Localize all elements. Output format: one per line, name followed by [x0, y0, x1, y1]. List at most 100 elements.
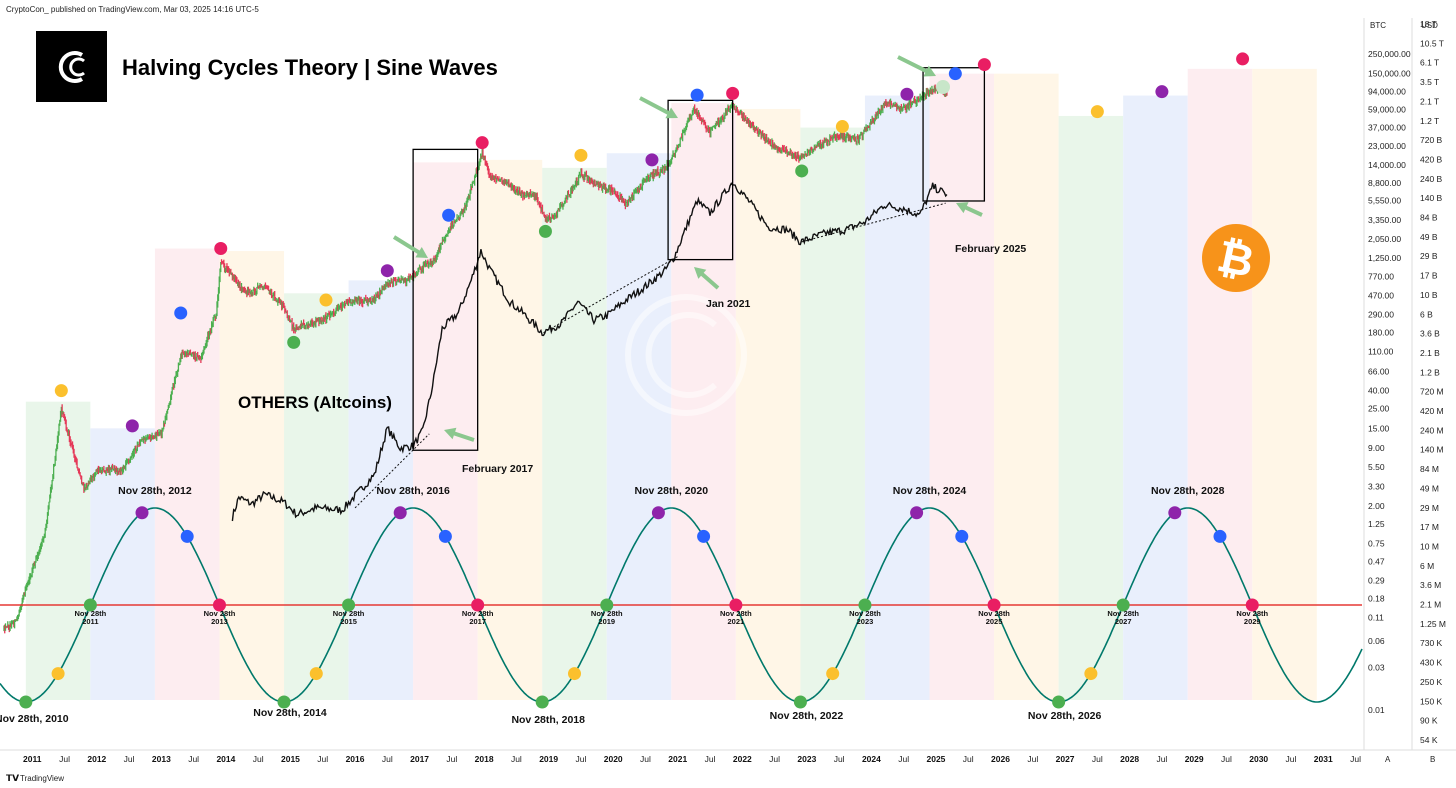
- usd-axis-tick: 420 B: [1420, 154, 1443, 164]
- usd-axis-tick: 17 B: [1420, 271, 1438, 281]
- arrow-icon: [956, 202, 983, 217]
- sine-marker: [51, 667, 65, 681]
- cycle-band: [154, 248, 220, 701]
- price-marker-green: [538, 224, 552, 238]
- zero-cross-label: Nov 28th: [978, 609, 1010, 618]
- x-axis-tick: 2030: [1249, 754, 1268, 764]
- x-axis-tick: 2024: [862, 754, 881, 764]
- btc-axis-tick: 110.00: [1368, 347, 1394, 357]
- usd-axis-label: USD: [1421, 21, 1438, 30]
- sine-cross-marker: [729, 598, 743, 612]
- cycle-band: [477, 159, 543, 701]
- sine-peak-label: Nov 28th, 2016: [376, 485, 450, 497]
- x-axis-tick: 2019: [539, 754, 558, 764]
- price-marker-yellow: [319, 293, 333, 307]
- x-axis-tick: 2015: [281, 754, 300, 764]
- usd-axis-tick: 49 M: [1420, 483, 1439, 493]
- btc-axis-tick: 2,050.00: [1368, 234, 1401, 244]
- usd-axis-tick: 18 T: [1420, 19, 1437, 29]
- sine-wave-layer: [0, 507, 1363, 703]
- zero-cross-label: 2021: [728, 617, 745, 626]
- price-marker-yellow: [54, 384, 68, 398]
- x-axis-tick: Jul: [59, 754, 70, 764]
- btc-axis-tick: 5.50: [1368, 462, 1385, 472]
- price-marker-yellow: [1090, 105, 1104, 119]
- zero-cross-label: 2013: [211, 617, 228, 626]
- usd-axis-tick: 1.2 T: [1420, 116, 1439, 126]
- watermark-logo-icon: [625, 294, 747, 416]
- zero-cross-label: Nov 28th: [591, 609, 623, 618]
- btc-axis-label: BTC: [1370, 21, 1386, 30]
- sine-marker: [910, 506, 924, 520]
- cycle-band: [1187, 68, 1253, 700]
- x-axis-tick: Jul: [446, 754, 457, 764]
- usd-axis-tick: 49 B: [1420, 232, 1438, 242]
- sine-marker: [393, 506, 407, 520]
- price-marker-red: [214, 242, 228, 256]
- sine-marker: [697, 529, 711, 543]
- cycle-band: [284, 293, 349, 700]
- x-axis-tick: Jul: [1350, 754, 1361, 764]
- usd-axis-tick: 1.2 B: [1420, 367, 1440, 377]
- sine-cross-marker: [212, 598, 226, 612]
- btc-axis-tick: 0.75: [1368, 539, 1385, 549]
- sine-marker: [309, 667, 323, 681]
- sine-marker: [438, 529, 452, 543]
- x-axis-tick: Jul: [1286, 754, 1297, 764]
- btc-axis-tick: 15.00: [1368, 423, 1390, 433]
- usd-axis-tick: 2.1 T: [1420, 96, 1439, 106]
- cycle-band: [542, 167, 607, 700]
- usd-axis-tick: 240 M: [1420, 425, 1444, 435]
- x-axis-tick: 2014: [216, 754, 235, 764]
- btc-axis-tick: 66.00: [1368, 366, 1390, 376]
- usd-axis-tick: 2.1 M: [1420, 600, 1441, 610]
- usd-axis-tick: 140 B: [1420, 193, 1443, 203]
- sine-cross-marker: [342, 598, 356, 612]
- btc-axis-tick: 5,550.00: [1368, 196, 1401, 206]
- x-axis-tick: 2016: [346, 754, 365, 764]
- others-line-layer: [231, 182, 948, 522]
- arrow-icon: [897, 55, 936, 77]
- arrow-icon: [694, 267, 720, 290]
- sine-cross-marker: [83, 598, 97, 612]
- zero-cross-label: Nov 28th: [1236, 609, 1268, 618]
- btc-axis-tick: 290.00: [1368, 309, 1394, 319]
- sine-marker: [955, 529, 969, 543]
- arrow-icon: [392, 235, 428, 258]
- usd-axis-tick: 250 K: [1420, 677, 1443, 687]
- auto-scale-button[interactable]: A: [1385, 755, 1391, 764]
- x-axis-tick: Jul: [1027, 754, 1038, 764]
- zero-cross-label: Nov 28th: [720, 609, 752, 618]
- zero-cross-label: Nov 28th: [204, 609, 236, 618]
- log-scale-button[interactable]: B: [1430, 755, 1435, 764]
- sine-peak-label: Nov 28th, 2028: [1151, 485, 1225, 497]
- x-axis-tick: Jul: [188, 754, 199, 764]
- usd-axis-tick: 6 M: [1420, 561, 1434, 571]
- x-axis-tick: Jul: [1092, 754, 1103, 764]
- usd-axis-tick: 3.6 B: [1420, 329, 1440, 339]
- sine-marker: [826, 667, 840, 681]
- x-axis-tick: Jul: [963, 754, 974, 764]
- cycle-band: [864, 95, 930, 700]
- sine-trough-marker: [277, 695, 291, 709]
- price-marker-yellow: [574, 148, 588, 162]
- tradingview-footer: 𝗧𝗩 TradingView: [6, 773, 64, 783]
- usd-axis-tick: 730 K: [1420, 638, 1443, 648]
- sine-marker: [567, 667, 581, 681]
- usd-axis-tick: 29 M: [1420, 503, 1439, 513]
- usd-axis-tick: 54 K: [1420, 735, 1438, 745]
- btc-axis-tick: 3,350.00: [1368, 215, 1401, 225]
- sine-trough-marker: [1052, 695, 1066, 709]
- usd-axis-tick: 430 K: [1420, 658, 1443, 668]
- sine-trough-marker: [19, 695, 33, 709]
- sine-trough-label: Nov 28th, 2010: [0, 713, 69, 725]
- feb-2017-label: February 2017: [462, 463, 533, 475]
- dotted-trendline: [354, 433, 430, 509]
- sine-trough-label: Nov 28th, 2022: [770, 710, 844, 722]
- x-axis-tick: 2025: [927, 754, 946, 764]
- price-marker-purple: [125, 419, 139, 433]
- x-axis-tick: 2027: [1056, 754, 1075, 764]
- price-marker-yellow: [835, 120, 849, 134]
- usd-axis-tick: 3.5 T: [1420, 77, 1439, 87]
